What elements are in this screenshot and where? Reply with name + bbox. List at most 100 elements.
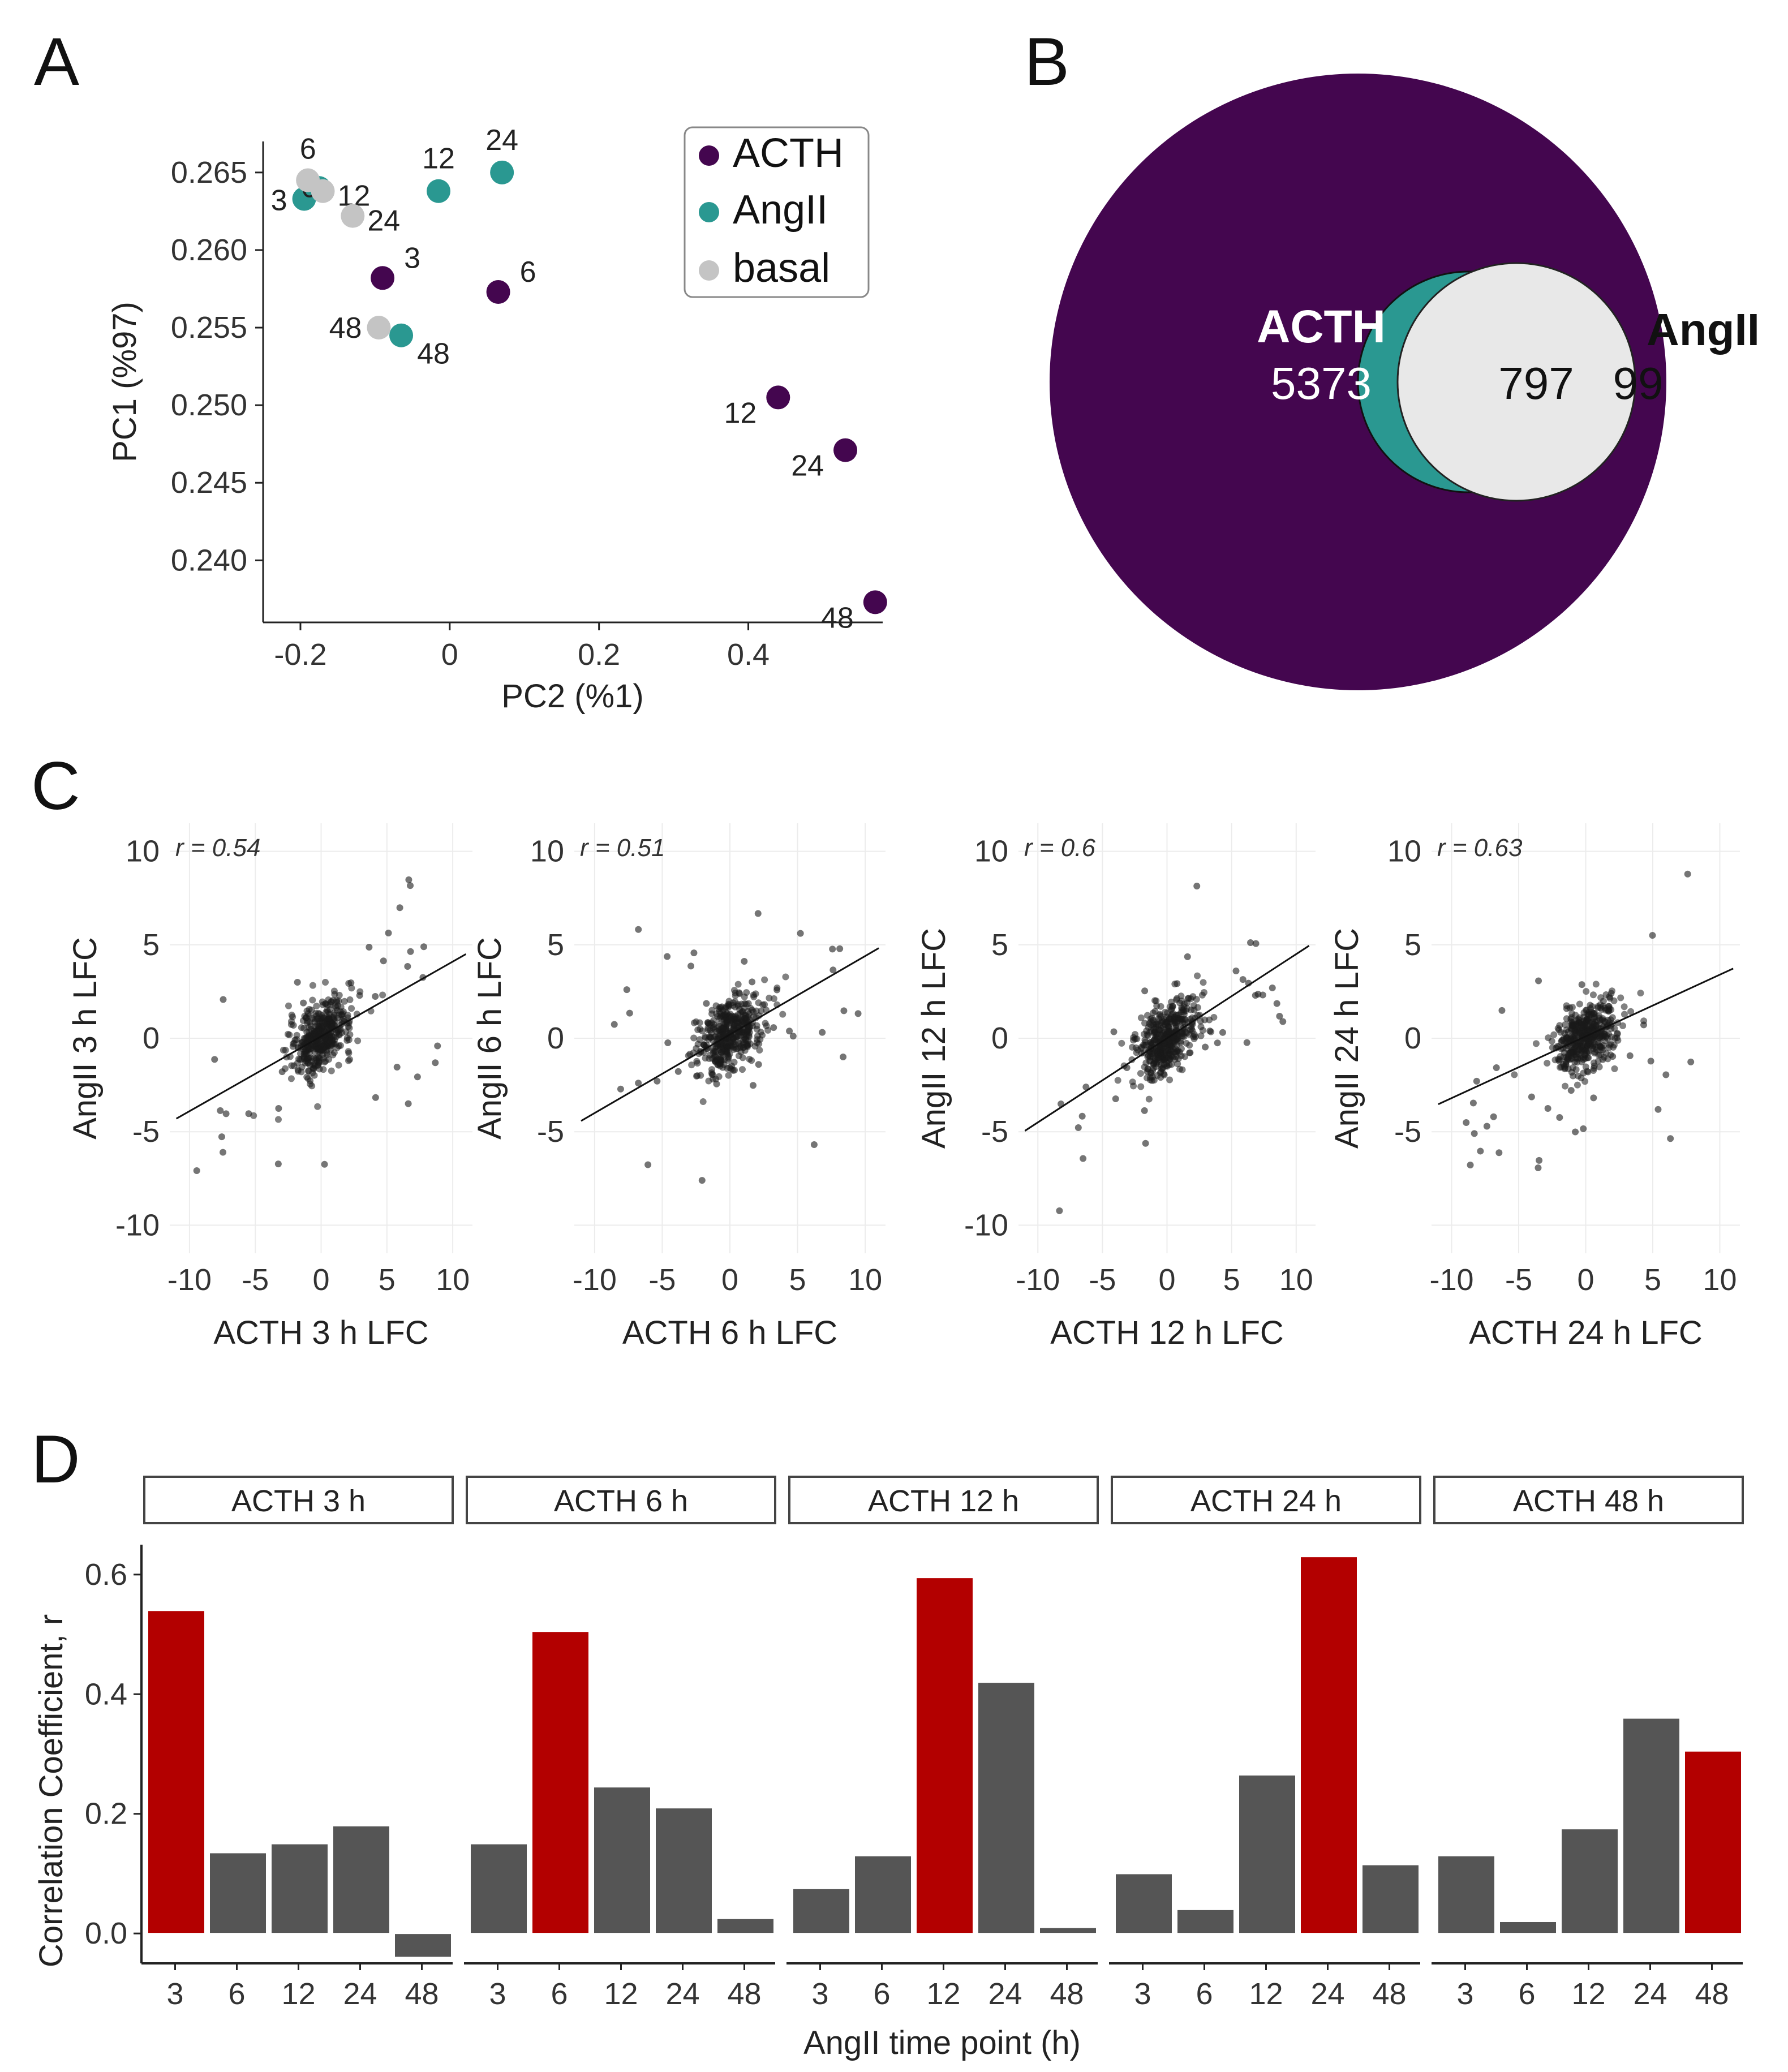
venn-acth-count: 5373 [1271,358,1372,409]
lfc-point [716,1014,723,1022]
lfc-point [740,1041,747,1048]
bar-y-tick-label: 0.6 [85,1558,127,1592]
lfc-point [1590,1094,1597,1102]
lfc-point [1276,1012,1283,1020]
legend-label-basal: basal [733,246,830,291]
lfc-point [1580,1125,1587,1132]
lfc-point [734,1003,742,1010]
lfc-point [1585,1018,1593,1025]
lfc-point [321,978,329,986]
lfc-point [346,1056,354,1063]
facet-strip [466,1476,776,1524]
lfc-point [1210,1013,1218,1021]
correlation-bar [332,1825,390,1935]
legend-key-acth [699,145,719,166]
lfc-point [617,1085,624,1093]
lfc-point [1153,1002,1161,1009]
correlation-bar [1437,1855,1495,1935]
lfc-point [1561,1063,1568,1070]
lfc-x-tick-label: -5 [648,1263,676,1297]
lfc-point [1078,1112,1086,1120]
lfc-point [1590,1067,1597,1074]
lfc-point [1483,1123,1490,1130]
lfc-x-tick-label: -5 [242,1263,269,1297]
correlation-bar [1684,1750,1742,1935]
bar-x-tick-label: 3 [489,1977,506,2011]
lfc-point [1473,1077,1480,1085]
bar-x-tick-label: 6 [1196,1977,1213,2011]
lfc-point [308,1030,316,1038]
lfc-point [1621,1003,1628,1011]
lfc-point [1074,1124,1082,1132]
lfc-point [1535,977,1542,985]
lfc-point [725,1072,732,1079]
lfc-point [1118,1039,1125,1047]
lfc-correlation-label: r = 0.51 [580,834,665,862]
lfc-y-tick-label: -10 [115,1208,160,1242]
pca-legend: ACTH AngII basal [684,126,870,298]
lfc-point [1467,1161,1474,1168]
lfc-point [1528,1093,1535,1101]
lfc-point [1144,1068,1151,1076]
pca-point-label: 24 [367,205,400,238]
lfc-points [193,876,441,1174]
lfc-point [1154,1018,1161,1025]
pca-point-label: 24 [791,450,824,483]
lfc-point [405,1100,412,1107]
lfc-point [330,1009,338,1017]
lfc-point [1132,1044,1140,1051]
lfc-x-tick-label: 5 [789,1263,806,1297]
lfc-point [1172,1024,1179,1031]
lfc-point [1273,1000,1280,1007]
pca-x-axis-label: PC2 (%1) [501,678,643,715]
lfc-point [721,1011,728,1018]
lfc-point [725,998,733,1005]
lfc-point [1243,1039,1250,1046]
lfc-point [1247,939,1254,947]
lfc-point [1592,981,1600,988]
lfc-point [354,1037,362,1044]
pca-point-label: 48 [329,312,362,345]
lfc-x-tick-label: -10 [167,1263,212,1297]
lfc-point [288,1011,295,1018]
venn-angii-count: 99 [1613,358,1664,409]
lfc-y-tick-label: -10 [964,1208,1008,1242]
lfc-point [1206,1028,1214,1035]
lfc-point [218,1133,225,1141]
lfc-point [1621,1011,1628,1018]
lfc-point [1599,1056,1606,1063]
lfc-point [1186,1042,1193,1049]
lfc-point [1611,1065,1618,1072]
facet-strip-label: ACTH 48 h [1513,1484,1664,1518]
lfc-point [313,1043,320,1050]
facet-strip-label: ACTH 6 h [554,1484,688,1518]
lfc-points [1056,883,1287,1214]
correlation-bar [1361,1864,1420,1935]
lfc-point [759,1031,766,1039]
lfc-y-tick-label: 10 [974,835,1008,869]
lfc-point [797,930,804,937]
lfc-point [211,1056,218,1063]
lfc-point [840,1007,848,1014]
lfc-point [1493,1064,1500,1072]
lfc-y-axis-label: AngII 6 h LFC [471,937,508,1140]
lfc-y-tick-label: -5 [537,1115,564,1149]
lfc-point [770,1024,777,1031]
lfc-point [1647,1058,1654,1065]
lfc-point [300,999,307,1007]
lfc-points [611,910,862,1184]
lfc-point [1649,932,1656,939]
lfc-point [712,1002,720,1009]
lfc-point [1145,1095,1153,1103]
lfc-point [343,1037,351,1044]
lfc-point [1614,1030,1621,1038]
lfc-point [704,1020,712,1028]
lfc-correlation-label: r = 0.54 [175,834,260,862]
lfc-point [1511,1071,1518,1078]
lfc-point [1142,1140,1149,1147]
lfc-regression-line [1024,945,1310,1132]
legend-key-basal [699,260,719,281]
lfc-point [1174,1060,1181,1068]
lfc-point [1166,1016,1174,1023]
lfc-point [737,1009,744,1017]
